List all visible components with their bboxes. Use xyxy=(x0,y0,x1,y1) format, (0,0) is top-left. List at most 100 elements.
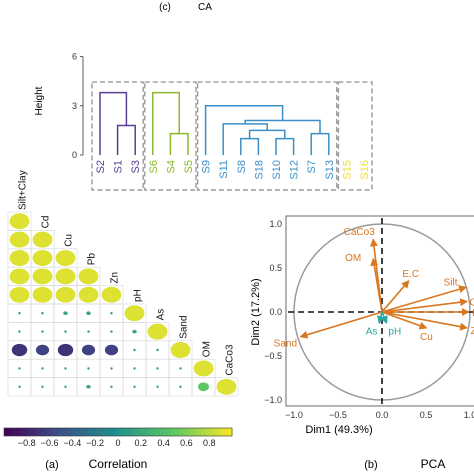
correlation-circle xyxy=(18,367,21,370)
leaf-label: S13 xyxy=(324,160,336,180)
pca-x-tick-label: 0.0 xyxy=(376,410,389,420)
correlation-circle xyxy=(63,311,68,315)
pca-y-tick-label: 0.0 xyxy=(269,307,282,317)
colorbar-segment xyxy=(205,428,210,436)
correlation-circle xyxy=(35,344,50,356)
colorbar-segment xyxy=(182,428,187,436)
colorbar-segment xyxy=(102,428,108,436)
colorbar-segment xyxy=(19,428,24,436)
colorbar-segment xyxy=(201,428,206,436)
colorbar-segment xyxy=(57,428,62,436)
colorbar-segment xyxy=(194,428,199,436)
colorbar-tick-label: 0.8 xyxy=(203,438,216,448)
correlation-circle xyxy=(55,250,76,266)
pca-x-tick-label: 0.5 xyxy=(420,410,433,420)
colorbar-segment xyxy=(72,428,77,436)
correlation-circle xyxy=(110,367,113,370)
dendrogram-y-axis: 0 3 6 xyxy=(72,52,84,160)
pca-vector-label: CaCo3 xyxy=(344,227,376,238)
correlation-circle xyxy=(32,286,53,303)
colorbar-tick-label: −0.2 xyxy=(86,438,104,448)
dendrogram-tick-label: 3 xyxy=(72,101,77,111)
pca-vector-label: Zn xyxy=(470,326,474,337)
pca-vector-arrow xyxy=(381,311,469,331)
correlation-variable-label: Sand xyxy=(178,315,189,338)
correlation-circle xyxy=(78,268,99,285)
dendrogram-link xyxy=(116,124,136,155)
correlation-circle xyxy=(41,367,44,370)
correlation-circle xyxy=(9,213,30,230)
leaf-label: S10 xyxy=(271,160,283,180)
correlation-panel-label: (a) xyxy=(45,459,58,471)
correlation-circle xyxy=(179,385,182,388)
correlation-variable-label: pH xyxy=(132,289,143,302)
correlation-circle xyxy=(18,385,21,388)
colorbar-segment xyxy=(23,428,28,436)
leaf-label: S15 xyxy=(341,160,353,180)
pca-xlabel: Dim1 (49.3%) xyxy=(305,424,372,436)
pca-vector-label: C xyxy=(469,297,474,308)
colorbar-segment xyxy=(140,428,146,436)
pca-x-tick-label: −1.0 xyxy=(285,410,303,420)
pca-frame xyxy=(285,215,474,407)
correlation-circle xyxy=(78,286,99,303)
correlation-circle xyxy=(18,330,21,333)
correlation-circle xyxy=(216,378,237,395)
leaf-label: S4 xyxy=(165,160,177,173)
colorbar-segment xyxy=(220,428,225,436)
colorbar-segment xyxy=(228,428,233,436)
pca-y-tick-label: −0.5 xyxy=(264,351,282,361)
cluster-boxes xyxy=(91,81,373,191)
dendrogram-title: CA xyxy=(198,2,212,13)
pca-vector-label: Cu xyxy=(420,332,433,343)
colorbar-segment xyxy=(110,428,115,436)
colorbar-segment xyxy=(61,428,66,436)
correlation-circle xyxy=(86,311,91,315)
colorbar-segment xyxy=(152,428,157,436)
correlation-circle xyxy=(133,385,136,388)
colorbar-segment xyxy=(178,428,184,436)
correlation-variable-label: As xyxy=(155,309,166,321)
dendrogram-link xyxy=(275,137,295,155)
pca-title: PCA xyxy=(421,457,446,471)
correlation-circle xyxy=(9,286,30,303)
correlation-circle xyxy=(32,231,53,248)
colorbar-segment xyxy=(34,428,39,436)
dendrogram-link xyxy=(204,105,284,155)
correlation-variable-label: Cd xyxy=(40,216,51,229)
pca-vector-arrow xyxy=(380,311,388,325)
correlation-circle xyxy=(87,330,90,333)
colorbar-tick-label: 0 xyxy=(115,438,120,448)
correlation-circle xyxy=(110,312,113,315)
pca-vector-label: pH xyxy=(388,327,401,338)
correlation-circle xyxy=(55,286,76,303)
correlation-circle xyxy=(147,323,168,340)
colorbar-segment xyxy=(64,428,70,436)
colorbar-segment xyxy=(68,428,73,436)
pca-vector-label: Silt. xyxy=(444,277,461,288)
correlation-cells xyxy=(7,211,239,397)
dendrogram-link xyxy=(310,132,330,155)
colorbar-segment xyxy=(197,428,203,436)
leaf-label: S8 xyxy=(236,160,248,173)
pca-y-tick-label: −1.0 xyxy=(264,395,282,405)
dendrogram-link xyxy=(248,129,286,139)
colorbar-segment xyxy=(224,428,229,436)
colorbar-segment xyxy=(38,428,43,436)
dendrogram-link xyxy=(240,137,260,155)
colorbar-segment xyxy=(11,428,16,436)
pca-vector-label: Sand xyxy=(274,339,297,350)
colorbar-segment xyxy=(91,428,96,436)
colorbar-segment xyxy=(87,428,92,436)
colorbar-segment xyxy=(186,428,191,436)
leaf-label: S3 xyxy=(130,160,142,173)
correlation-circle xyxy=(64,385,67,388)
dendrogram-link xyxy=(244,119,321,134)
colorbar-segment xyxy=(137,428,142,436)
cluster-box xyxy=(91,81,144,191)
dendrogram-leaf-labels: S2 S1 S3 S6 S4 S5 S9 S11 S8 S18 S10 S12 S7 S13 S15 S16 xyxy=(95,160,371,180)
leaf-label: S12 xyxy=(289,160,301,180)
correlation-circle xyxy=(9,231,30,248)
